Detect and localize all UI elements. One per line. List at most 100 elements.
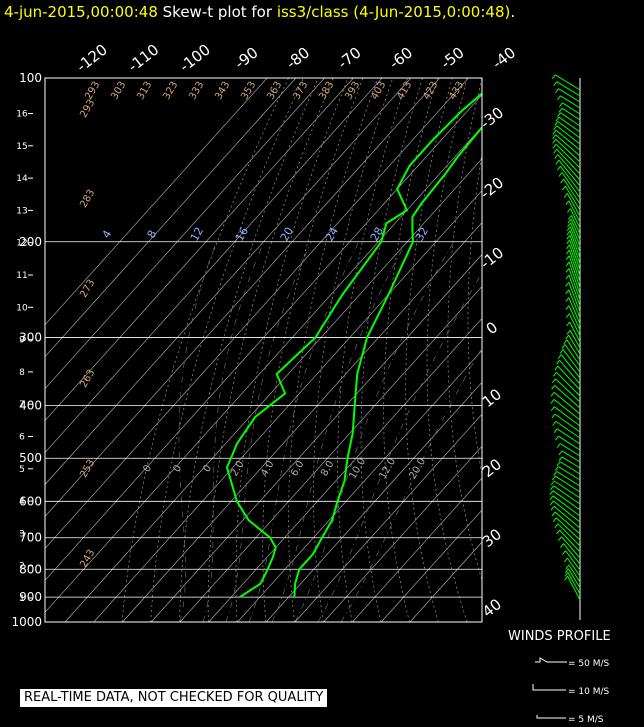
km-tick-label: 12 <box>16 239 27 249</box>
wind-barb-tick <box>565 305 570 310</box>
wind-barb <box>555 378 581 403</box>
wind-barb-tick <box>558 172 563 177</box>
wind-barb <box>553 505 581 529</box>
mixing-label: 16 <box>233 225 251 244</box>
wind-barb-tick <box>560 178 565 184</box>
isotherm-line <box>45 78 383 454</box>
wind-barb-tick <box>566 249 570 255</box>
wind-barb-tick <box>565 313 570 319</box>
wind-barb <box>553 391 581 415</box>
km-tick-label: 13 <box>16 206 27 216</box>
wind-barb-tick <box>553 125 558 131</box>
wind-barb-tick <box>565 274 570 280</box>
pressure-label: 100 <box>19 71 42 85</box>
pressure-label: 900 <box>19 590 42 604</box>
wind-barb <box>562 349 581 373</box>
dewpoint-profile <box>225 92 482 598</box>
wind-barb <box>569 239 581 271</box>
pressure-label: 800 <box>19 562 42 576</box>
disclaimer-banner: REAL-TIME DATA, NOT CHECKED FOR QUALITY <box>20 689 328 707</box>
dry-adiabat <box>179 78 319 622</box>
title-station: iss3/class <box>276 3 349 21</box>
wind-barb <box>553 406 581 427</box>
km-tick-label: 11 <box>16 271 27 281</box>
wind-barb <box>557 523 581 547</box>
wind-barb <box>554 385 581 409</box>
isotherm-line <box>93 190 482 622</box>
wind-barb-tick <box>551 511 556 517</box>
wind-barb-tick <box>565 267 570 273</box>
adiabat-left-label: 283 <box>78 188 97 210</box>
km-tick-label: 14 <box>16 174 28 184</box>
legend-50: = 50 M/S <box>568 659 610 669</box>
wind-barb-tick <box>563 339 568 345</box>
wind-barb-tick <box>566 234 571 240</box>
wind-barb <box>569 235 581 265</box>
wind-barb <box>559 359 581 385</box>
top-temp-label: -100 <box>176 40 214 75</box>
km-tick-label: 15 <box>16 142 27 152</box>
wind-barb <box>556 470 581 487</box>
wind-barb-tick <box>555 88 559 93</box>
wind-barb <box>560 95 581 109</box>
top-temp-label: -60 <box>386 43 416 72</box>
mixing-label: 32 <box>413 225 431 244</box>
isotherm-line <box>381 509 482 622</box>
isotherm-line <box>45 78 325 390</box>
wind-barb <box>555 517 581 541</box>
wind-barb <box>556 428 581 445</box>
wind-barb <box>557 365 581 391</box>
adiabat-label: 373 <box>291 80 310 102</box>
moist-label: 0 <box>141 463 154 474</box>
wind-barb-tick <box>565 289 570 295</box>
wind-barb <box>567 568 581 589</box>
wind-barb <box>568 297 581 325</box>
wind-barb <box>556 371 581 397</box>
wind-barb-tick <box>567 222 571 228</box>
dry-adiabat <box>613 78 644 622</box>
wind-barb <box>567 572 581 595</box>
top-temp-label: -120 <box>73 40 111 75</box>
grid-layer <box>45 78 644 622</box>
wind-barb <box>554 511 581 535</box>
wind-barb <box>552 495 581 517</box>
wind-barb <box>554 413 581 433</box>
legend-flag-50 <box>535 657 567 663</box>
wind-barb <box>552 500 581 523</box>
mixing-label: 20 <box>278 225 296 244</box>
wind-barb-tick <box>550 480 555 486</box>
wind-barb <box>565 550 581 571</box>
isotherm-line <box>151 254 482 622</box>
wind-barb <box>559 443 581 457</box>
wind-barb <box>570 215 581 235</box>
wind-barb <box>564 185 581 211</box>
wind-barb <box>570 222 581 247</box>
pressure-label: 200 <box>19 235 42 249</box>
adiabat-label: 343 <box>213 80 232 102</box>
moist-label: 6.0 <box>289 459 306 478</box>
isotherm-line <box>409 541 482 622</box>
pressure-label: 1000 <box>11 615 42 629</box>
wind-barb-tick <box>549 495 554 501</box>
wind-barb <box>566 193 581 217</box>
dry-adiabat <box>360 78 423 622</box>
km-tick-label: 7 <box>19 400 25 410</box>
wind-barb <box>562 102 581 115</box>
dry-adiabat <box>447 78 482 582</box>
wind-barb-tick <box>558 107 563 113</box>
wind-barb-tick <box>562 550 566 556</box>
wind-barb-tick <box>566 244 570 250</box>
wind-barb <box>568 268 581 301</box>
legend-5: = 5 M/S <box>568 715 604 725</box>
wind-barb-tick <box>552 139 557 144</box>
wind-barb <box>560 354 581 379</box>
wind-barb-tick <box>553 81 558 86</box>
title-paren: (4-Jun-2015,0:00:48) <box>353 3 511 21</box>
wind-barb <box>570 218 581 241</box>
adiabat-label: 293 <box>83 80 102 102</box>
pressure-label: 300 <box>19 331 42 345</box>
moist-adiabat <box>294 241 454 622</box>
wind-barb-tick <box>549 500 554 506</box>
wind-barb-tick <box>553 428 558 434</box>
dry-adiabat <box>596 78 644 622</box>
